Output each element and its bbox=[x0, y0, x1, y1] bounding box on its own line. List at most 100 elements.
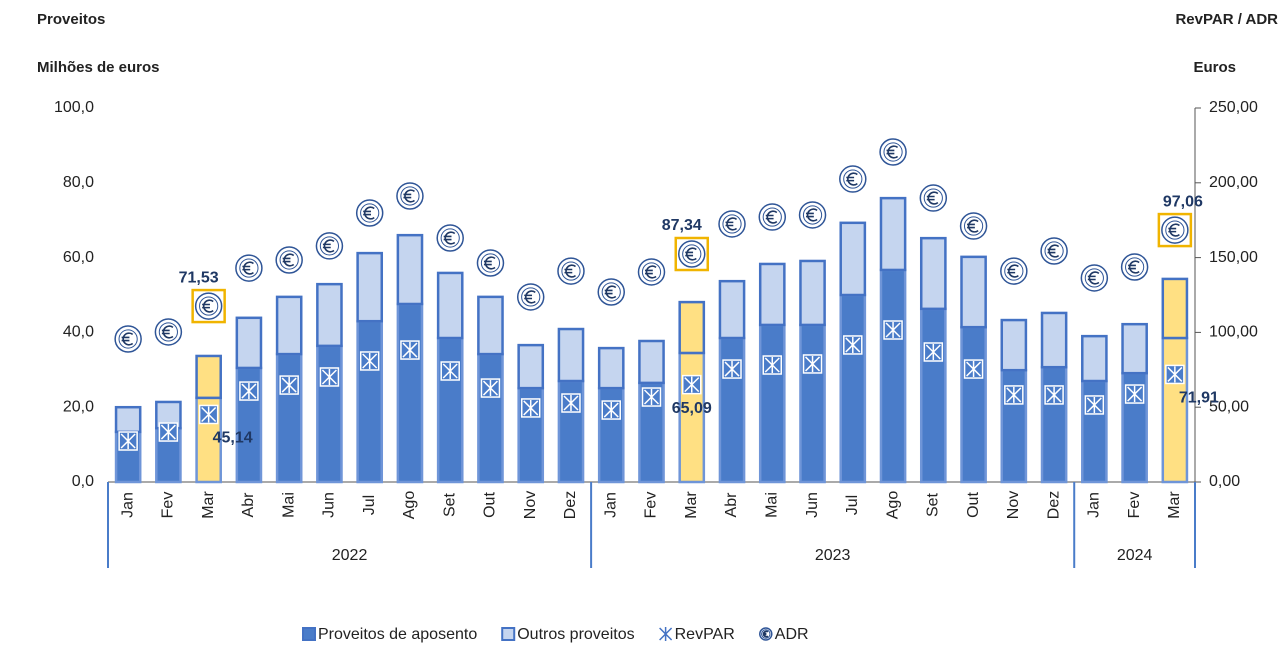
revpar-marker bbox=[963, 359, 984, 379]
x-tick-label: Mai bbox=[763, 492, 780, 518]
revpar-marker bbox=[762, 355, 783, 375]
adr-euro bbox=[765, 210, 778, 224]
adr-euro bbox=[564, 264, 577, 278]
revpar-marker bbox=[1004, 385, 1024, 405]
revpar-marker bbox=[722, 359, 742, 379]
adr-euro bbox=[926, 191, 939, 205]
revpar-x bbox=[402, 342, 418, 359]
revpar-x bbox=[201, 406, 217, 423]
revpar-x bbox=[764, 357, 780, 374]
bar-segment bbox=[275, 295, 303, 356]
adr-marker bbox=[839, 165, 867, 193]
bar-segment bbox=[678, 351, 706, 484]
revpar-marker bbox=[1084, 395, 1105, 415]
adr-marker bbox=[1080, 264, 1109, 292]
revpar-marker bbox=[400, 340, 420, 360]
adr-marker bbox=[355, 199, 384, 227]
adr-marker bbox=[114, 325, 142, 353]
bar-segment bbox=[557, 327, 585, 383]
revpar-x bbox=[563, 395, 579, 412]
y2-tick-label: 50,00 bbox=[1209, 398, 1249, 415]
adr-euro bbox=[604, 285, 617, 299]
x-tick-label: Dez bbox=[1045, 491, 1062, 519]
adr-inner bbox=[682, 244, 702, 264]
adr-marker bbox=[235, 254, 263, 282]
highlight-box bbox=[191, 288, 226, 324]
adr-marker bbox=[959, 212, 988, 240]
bar-segment bbox=[678, 300, 706, 355]
revpar-marker bbox=[561, 393, 581, 413]
adr-marker bbox=[637, 258, 666, 286]
y2-tick-label: 100,00 bbox=[1209, 324, 1258, 341]
adr-marker bbox=[718, 210, 746, 238]
adr-inner bbox=[762, 207, 782, 227]
adr-note: 71,53 bbox=[179, 269, 219, 286]
revpar-x bbox=[160, 424, 176, 441]
year-label: 2024 bbox=[1117, 547, 1153, 564]
adr-marker bbox=[919, 184, 948, 212]
revpar-x bbox=[1127, 386, 1143, 403]
bar-segment bbox=[1000, 318, 1028, 372]
adr-note: 97,06 bbox=[1163, 193, 1203, 210]
bar-segment bbox=[436, 336, 464, 484]
revpar-marker bbox=[198, 404, 219, 425]
adr-euro bbox=[242, 261, 254, 275]
revpar-x bbox=[442, 362, 458, 379]
revpar-x bbox=[241, 383, 257, 400]
x-tick-label: Jun bbox=[804, 492, 821, 518]
bar-segment bbox=[114, 405, 142, 434]
revpar-x bbox=[925, 343, 941, 360]
bar-segment bbox=[396, 302, 424, 484]
revpar-x bbox=[603, 402, 619, 419]
adr-euro bbox=[403, 189, 415, 203]
adr-inner bbox=[883, 142, 903, 162]
adr-marker bbox=[678, 240, 706, 268]
x-tick-label: Jan bbox=[1086, 492, 1103, 518]
adr-euro bbox=[846, 172, 858, 186]
adr-inner bbox=[601, 282, 621, 302]
bar-segment bbox=[517, 343, 545, 390]
revpar-marker bbox=[520, 398, 541, 418]
adr-marker bbox=[154, 318, 183, 346]
adr-marker bbox=[194, 292, 223, 320]
bar-segment bbox=[1121, 322, 1148, 375]
x-tick-label: Abr bbox=[240, 492, 257, 518]
y2-tick-label: 200,00 bbox=[1209, 174, 1258, 191]
adr-note: 87,34 bbox=[662, 217, 702, 234]
adr-inner bbox=[963, 216, 984, 236]
revpar-marker bbox=[118, 431, 138, 451]
bar-segment bbox=[799, 259, 826, 327]
x-tick-label: Fev bbox=[160, 492, 177, 519]
revpar-x bbox=[805, 355, 821, 372]
revpar-marker bbox=[239, 381, 259, 401]
revpar-marker bbox=[601, 400, 621, 420]
adr-inner bbox=[521, 287, 541, 307]
bar-segment bbox=[839, 221, 867, 297]
bar-segment bbox=[316, 344, 343, 484]
x-tick-label: Fev bbox=[1126, 492, 1143, 519]
highlight-box bbox=[674, 236, 710, 272]
adr-euro bbox=[322, 239, 335, 253]
x-tick-label: Nov bbox=[1005, 491, 1022, 519]
revpar-x bbox=[523, 399, 539, 416]
x-tick-label: Out bbox=[482, 492, 499, 518]
revpar-x bbox=[724, 361, 740, 378]
adr-marker bbox=[879, 138, 907, 166]
adr-marker bbox=[1000, 257, 1028, 285]
bar-segment bbox=[316, 282, 343, 348]
revpar-marker bbox=[682, 374, 702, 395]
x-tick-label: Jul bbox=[844, 495, 861, 515]
revpar-label: 71,91 bbox=[1179, 390, 1219, 407]
adr-marker bbox=[597, 278, 625, 306]
adr-inner bbox=[561, 261, 581, 281]
revpar-x bbox=[362, 352, 378, 369]
bar-segment bbox=[638, 339, 665, 385]
revpar-x bbox=[281, 377, 297, 394]
adr-inner bbox=[802, 205, 823, 225]
bar-segment bbox=[597, 346, 625, 390]
y-tick-label: 100,0 bbox=[54, 99, 94, 116]
adr-marker bbox=[516, 283, 545, 311]
revpar-x bbox=[684, 376, 700, 393]
revpar-marker bbox=[319, 367, 340, 387]
revpar-marker bbox=[883, 320, 903, 340]
